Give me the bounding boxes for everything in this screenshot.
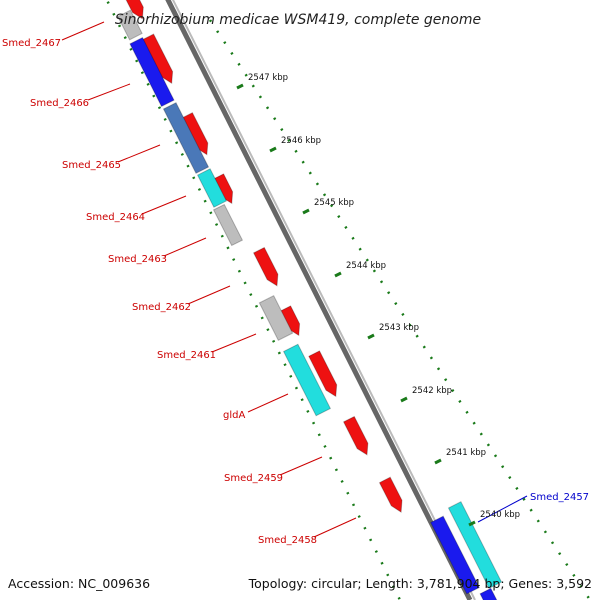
gene-block-steel: [162, 102, 210, 174]
scale-label: 2541 kbp: [446, 448, 486, 458]
gene-labels: Smed_2467 Smed_2466 Smed_2465 Smed_2464 Smed…: [2, 21, 589, 546]
gene-block-grey: [258, 295, 294, 341]
scale-label: 2545 kbp: [314, 198, 354, 208]
gene-block-cyan: [282, 343, 332, 417]
gene-arrow-forward: [125, 0, 144, 20]
gene-block-blue: [129, 36, 175, 108]
gene-label: Smed_2461: [157, 350, 216, 361]
gene-leader-line: [477, 495, 528, 523]
scale-tick: [236, 83, 244, 90]
gene-features: [117, 0, 503, 600]
scale-tick: [334, 271, 342, 278]
inner-scale-track: [105, 0, 402, 600]
scale-label: 2544 kbp: [346, 261, 386, 271]
scale-tracks: [105, 0, 592, 600]
gene-leader-line: [163, 237, 207, 257]
gene-label: Smed_2465: [62, 160, 121, 171]
gene-label: Smed_2459: [224, 473, 283, 484]
scale-label: 2540 kbp: [480, 510, 520, 520]
gene-leader-line: [247, 393, 289, 413]
gene-label: Smed_2464: [86, 212, 145, 223]
gene-block-blue: [479, 587, 498, 600]
gene-label: Smed_2463: [108, 254, 167, 265]
gene-label: Smed_2467: [2, 38, 61, 49]
scale-labels: 2547 kbp 2546 kbp 2545 kbp 2544 kbp 2543 kbp…: [236, 73, 520, 527]
accession-text: Accession: NC_009636: [8, 576, 150, 591]
scale-tick: [434, 458, 442, 465]
scale-tick: [400, 396, 408, 403]
scale-tick: [367, 333, 375, 340]
gene-leader-line: [87, 83, 131, 101]
gene-leader-line: [61, 21, 105, 41]
gene-block-cyan: [447, 501, 503, 589]
gene-leader-line: [117, 144, 161, 163]
scale-label: 2543 kbp: [379, 323, 419, 333]
gene-block-grey: [212, 203, 244, 247]
gene-block-cyan: [196, 168, 228, 208]
gene-leader-line: [141, 195, 187, 215]
backbone-line: [165, 0, 473, 600]
scale-tick: [302, 208, 310, 215]
gene-label: Smed_2458: [258, 535, 317, 546]
gene-arrow-forward: [252, 246, 279, 287]
backbone-highlight: [171, 0, 476, 600]
gene-label: Smed_2457: [530, 492, 589, 503]
scale-tick: [269, 146, 277, 153]
gene-block-blue: [430, 515, 480, 595]
gene-label: gldA: [223, 410, 245, 421]
scale-label: 2546 kbp: [281, 136, 321, 146]
scale-label: 2542 kbp: [412, 386, 452, 396]
gene-block-grey: [117, 9, 143, 41]
gene-leader-line: [313, 517, 357, 538]
gene-leader-line: [211, 333, 257, 353]
topology-text: Topology: circular; Length: 3,781,904 bp…: [248, 576, 592, 591]
gene-arrow-forward: [342, 415, 369, 456]
gene-label: Smed_2466: [30, 98, 89, 109]
map-title: Sinorhizobium medicae WSM419, complete g…: [115, 12, 481, 28]
scale-tick: [468, 520, 476, 527]
gene-arrow-forward: [308, 350, 338, 398]
genome-backbone: [165, 0, 476, 600]
gene-arrow-forward: [378, 476, 403, 513]
gene-leader-line: [279, 456, 323, 476]
gene-leader-line: [187, 285, 231, 305]
gene-label: Smed_2462: [132, 302, 191, 313]
scale-label: 2547 kbp: [248, 73, 288, 83]
